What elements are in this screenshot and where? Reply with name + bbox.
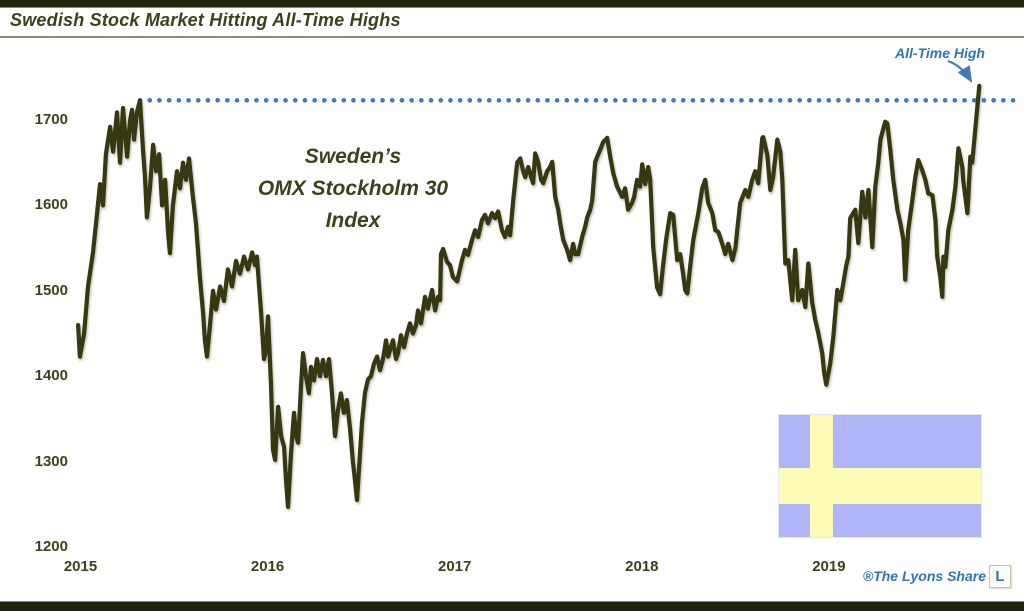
series-label-line3: Index xyxy=(325,209,381,232)
all-time-high-label: All-Time High xyxy=(895,45,985,61)
y-tick-label: 1500 xyxy=(34,281,68,299)
y-tick-label: 1300 xyxy=(34,452,68,470)
page-title: Swedish Stock Market Hitting All-Time Hi… xyxy=(10,10,401,30)
series-label-line2: OMX Stockholm 30 xyxy=(257,177,449,200)
series-label-line1: Sweden’s xyxy=(304,145,402,168)
flag-cross-horizontal xyxy=(779,468,981,504)
credit-text: ®The Lyons Share xyxy=(862,568,986,584)
x-tick-label: 2018 xyxy=(625,558,659,575)
top-border-bar xyxy=(0,0,1024,8)
x-tick-label: 2015 xyxy=(63,558,98,575)
x-tick-label: 2019 xyxy=(812,558,846,575)
y-tick-label: 1200 xyxy=(34,538,68,555)
price-line xyxy=(75,83,982,509)
series-label: Sweden’s OMX Stockholm 30 Index xyxy=(228,141,478,237)
y-tick-label: 1700 xyxy=(34,111,68,128)
all-time-high-arrow xyxy=(947,59,973,83)
title-rule xyxy=(0,36,1024,38)
x-tick-label: 2017 xyxy=(438,558,472,575)
y-tick-label: 1600 xyxy=(34,196,68,214)
sweden-flag xyxy=(778,414,982,538)
x-tick-label: 2016 xyxy=(250,558,285,575)
y-tick-label: 1400 xyxy=(34,367,68,385)
bottom-border-bar xyxy=(0,601,1024,611)
lyons-share-logo: L xyxy=(989,565,1011,588)
